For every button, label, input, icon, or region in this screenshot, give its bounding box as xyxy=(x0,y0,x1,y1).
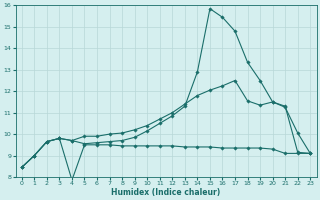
X-axis label: Humidex (Indice chaleur): Humidex (Indice chaleur) xyxy=(111,188,221,197)
